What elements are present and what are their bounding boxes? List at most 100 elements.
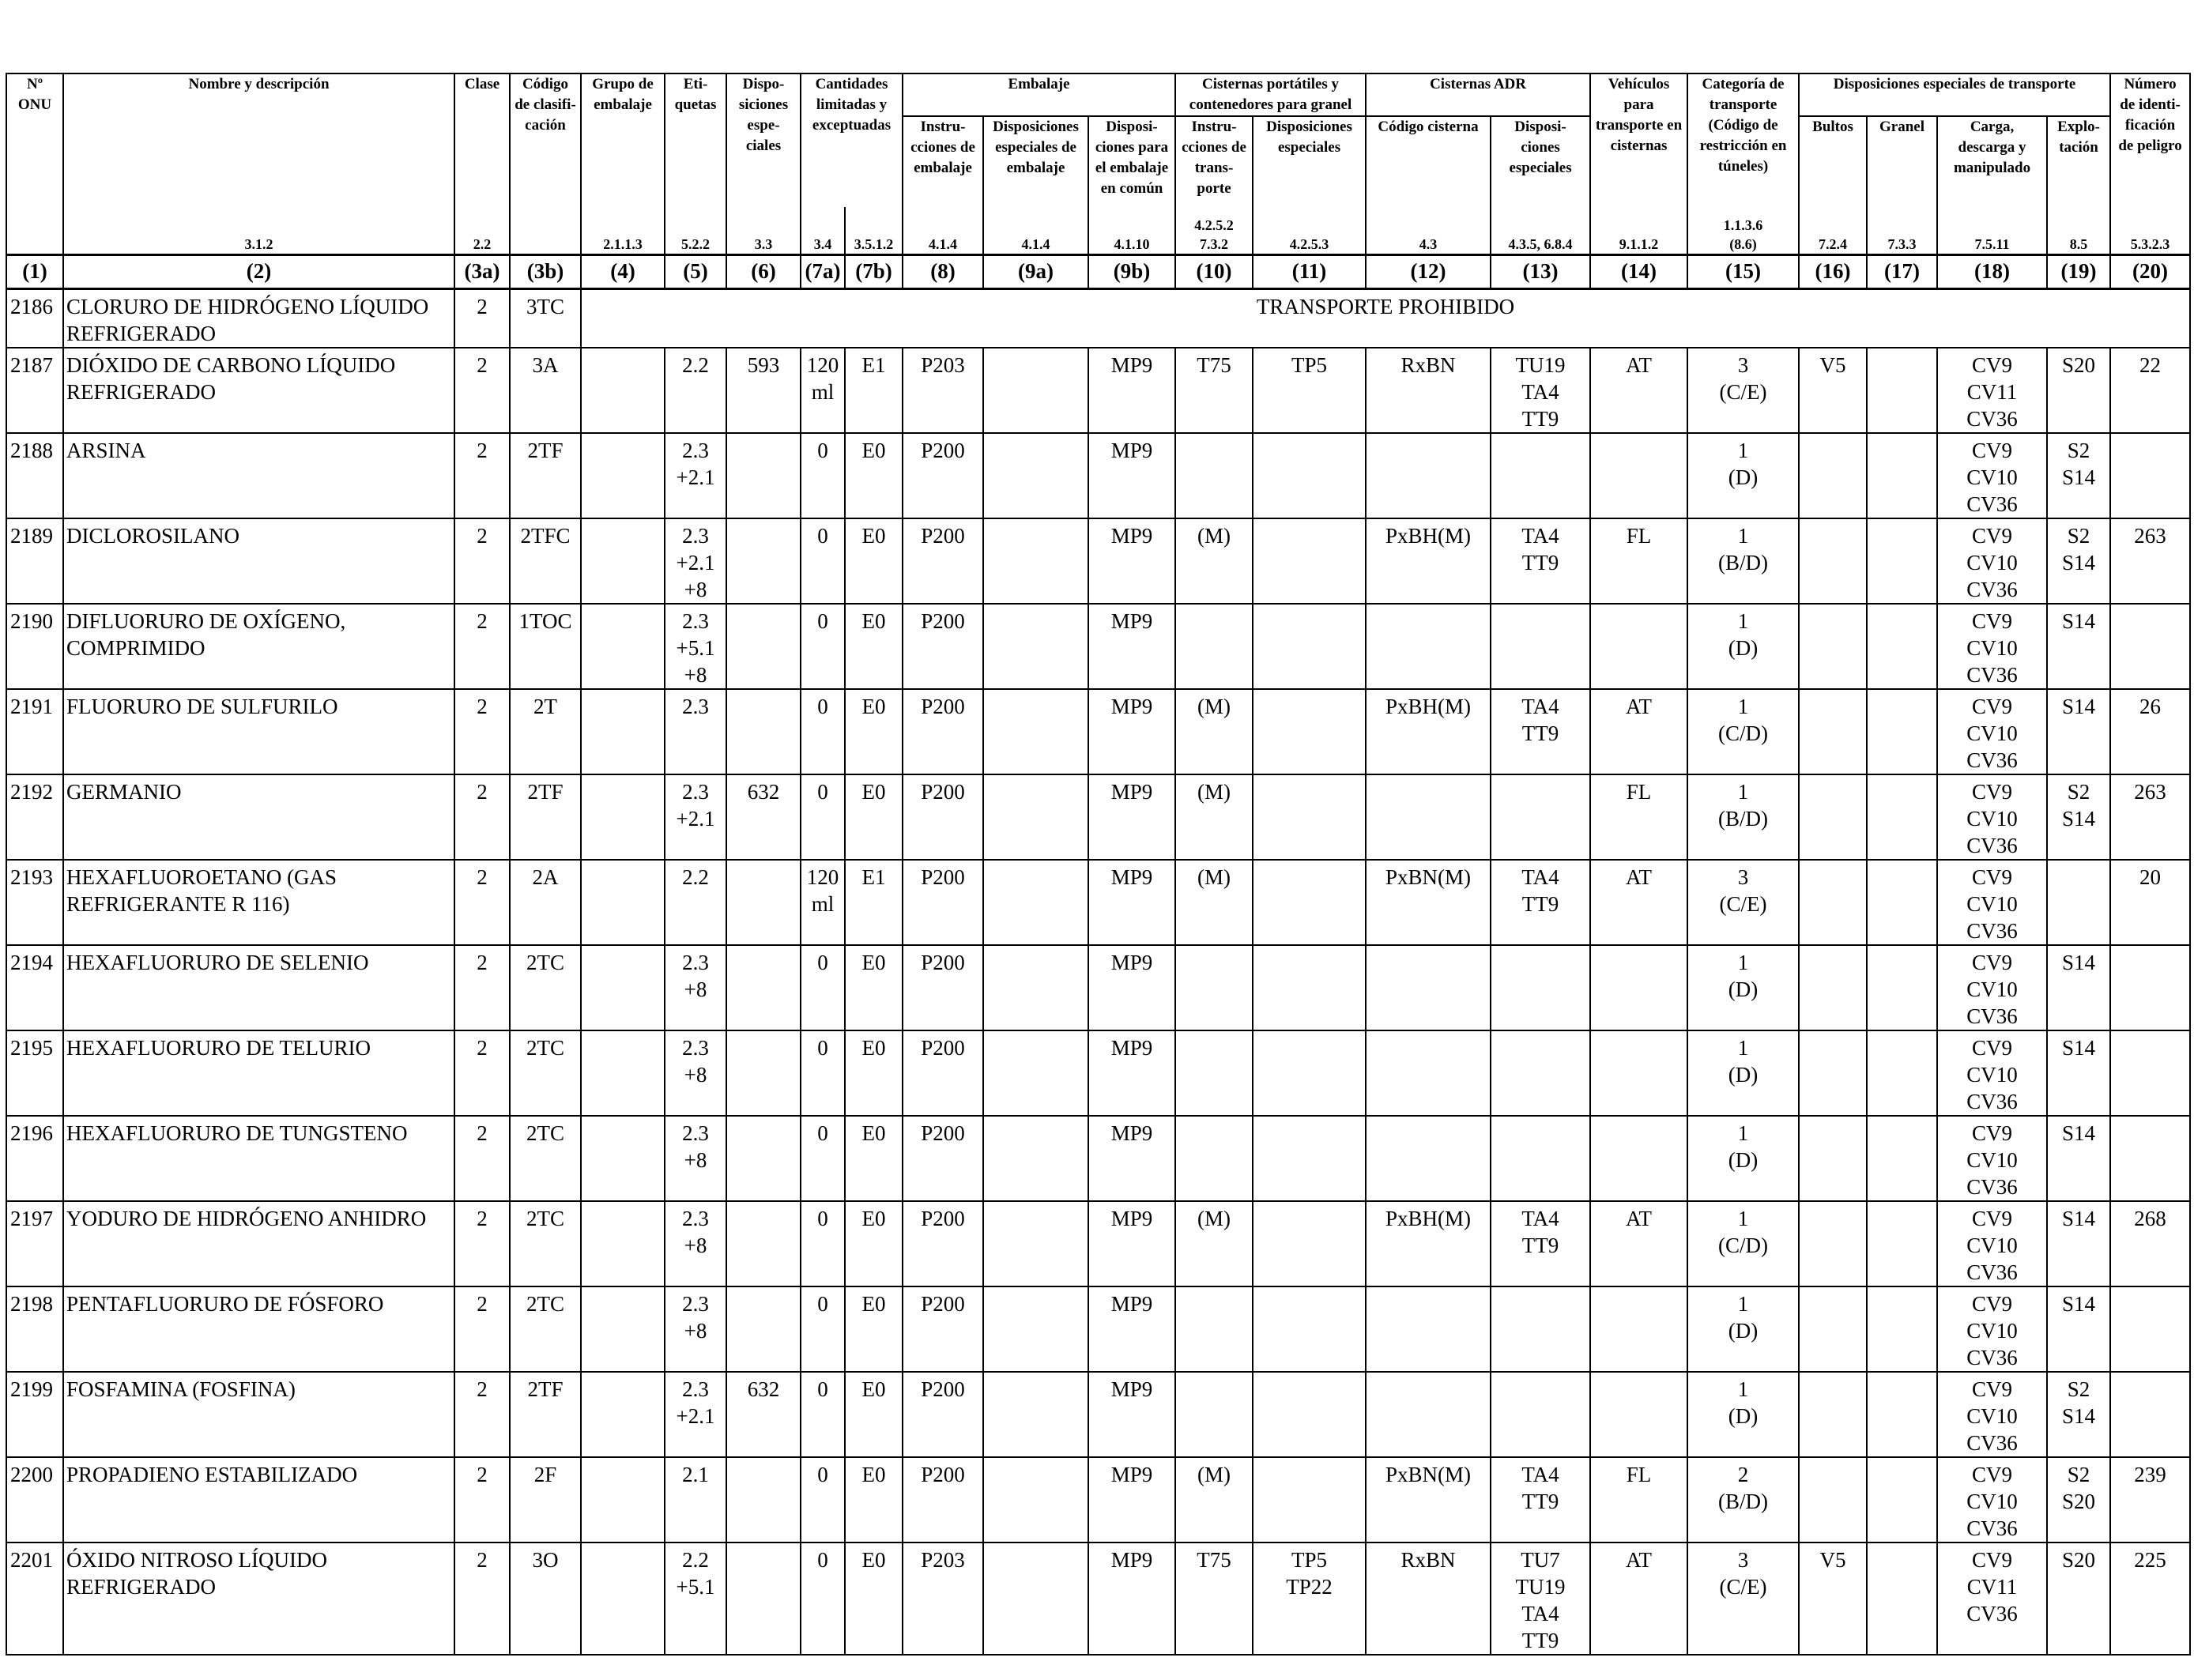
un-number: 2195 (6, 1029, 64, 1117)
cell-d19: S2 S14 (2046, 431, 2112, 519)
cell-d17 (1866, 858, 1939, 946)
cell-d17 (1866, 687, 1939, 775)
cell-veh14: AT (1589, 346, 1689, 434)
cell-num20 (2109, 944, 2192, 1031)
col-num-etiq: (5) (664, 253, 727, 290)
cell-emb9b: MP9 (1088, 944, 1177, 1031)
cell-d16 (1798, 517, 1868, 605)
cell-adr13: TA4 TT9 (1490, 858, 1592, 946)
cell-cl7b: E0 (843, 944, 904, 1031)
cell-emb8: P200 (902, 1200, 985, 1287)
cell-d16 (1798, 944, 1868, 1031)
cell-clase: 2 (454, 1456, 511, 1543)
col-ref-cp11: 4.2.5.3 (1252, 207, 1367, 255)
transport-prohibited-note: TRANSPORTE PROHIBIDO (579, 288, 2192, 348)
col-num-un: (1) (6, 253, 64, 290)
cell-veh14: FL (1589, 517, 1689, 605)
col-header-d19: Explo- tación (2046, 115, 2112, 207)
cell-emb8: P200 (902, 773, 985, 861)
col-ref-un (6, 207, 64, 255)
col-num-emb8: (8) (902, 253, 985, 290)
cell-cl7a: 0 (800, 944, 846, 1031)
header-row-refs: 3.1.2 2.2 2.1.1.3 5.2.2 3.3 3.4 3.5.1.2 4.1.4 4.… (6, 207, 2192, 255)
cell-adr13 (1490, 602, 1592, 690)
cell-num20 (2109, 1114, 2192, 1202)
cell-d19: S14 (2046, 944, 2112, 1031)
cell-emb8: P200 (902, 1456, 985, 1543)
un-number: 2199 (6, 1370, 64, 1458)
cell-num20: 22 (2109, 346, 2192, 434)
cell-codigo: 2F (509, 1456, 582, 1543)
cell-dispesp (726, 687, 801, 775)
cell-d16 (1798, 687, 1868, 775)
substance-name: DIÓXIDO DE CARBONO LÍQUIDO REFRIGERADO (62, 346, 455, 434)
cell-adr13: TU7 TU19 TA4 TT9 (1490, 1541, 1592, 1656)
cell-d18: CV9 CV10 CV36 (1936, 517, 2049, 605)
cell-cl7a: 0 (800, 1456, 846, 1543)
table-row: 2193 HEXAFLUOROETANO (GAS REFRIGERANTE R … (6, 858, 2192, 946)
col-ref-etiq: 5.2.2 (664, 207, 727, 255)
cell-d18: CV9 CV10 CV36 (1936, 944, 2049, 1031)
cell-dispesp (726, 1285, 801, 1373)
table-row: 2190 DIFLUORURO DE OXÍGENO, COMPRIMIDO 2 1T… (6, 602, 2192, 690)
cell-veh14 (1589, 944, 1689, 1031)
col-header-etiq: Eti- quetas (664, 73, 727, 207)
cell-d18: CV9 CV11 CV36 (1936, 346, 2049, 434)
cell-cp11 (1252, 431, 1367, 519)
cell-cl7a: 0 (800, 1200, 846, 1287)
cell-cat15: 1 (C/D) (1687, 687, 1800, 775)
cell-d19: S14 (2046, 1029, 2112, 1117)
cell-emb9b: MP9 (1088, 1541, 1177, 1656)
cell-cl7b: E0 (843, 517, 904, 605)
un-number: 2192 (6, 773, 64, 861)
col-ref-d18: 7.5.11 (1936, 207, 2049, 255)
cell-cl7b: E0 (843, 431, 904, 519)
cell-emb9a (982, 1200, 1090, 1287)
cell-d19: S14 (2046, 1285, 2112, 1373)
col-header-grupo: Grupo de embalaje (580, 73, 665, 207)
cell-cp11 (1252, 1029, 1367, 1117)
cell-clase: 2 (454, 944, 511, 1031)
cell-emb8: P203 (902, 346, 985, 434)
col-ref-cl7b: 3.5.1.2 (843, 207, 904, 255)
cell-emb9b: MP9 (1088, 602, 1177, 690)
cell-clase: 2 (454, 1114, 511, 1202)
substance-name: GERMANIO (62, 773, 455, 861)
cell-cl7b: E0 (843, 687, 904, 775)
cell-codigo: 2TF (509, 773, 582, 861)
col-ref-num20: 5.3.2.3 (2109, 207, 2192, 255)
cell-adr13 (1490, 1285, 1592, 1373)
cell-clase: 2 (454, 288, 511, 348)
col-num-name: (2) (62, 253, 455, 290)
substance-name: PENTAFLUORURO DE FÓSFORO (62, 1285, 455, 1373)
cell-cat15: 1 (D) (1687, 1370, 1800, 1458)
cell-veh14: AT (1589, 1541, 1689, 1656)
substance-name: ÓXIDO NITROSO LÍQUIDO REFRIGERADO (62, 1541, 455, 1656)
cell-d19: S20 (2046, 346, 2112, 434)
cell-emb8: P200 (902, 1370, 985, 1458)
cell-d17 (1866, 1541, 1939, 1656)
cell-cl7b: E1 (843, 346, 904, 434)
cell-emb9b: MP9 (1088, 1370, 1177, 1458)
cell-emb9a (982, 1456, 1090, 1543)
cell-cl7b: E0 (843, 1370, 904, 1458)
cell-emb9a (982, 1370, 1090, 1458)
cell-adr12 (1365, 431, 1492, 519)
col-header-d16: Bultos (1798, 115, 1868, 207)
cell-veh14 (1589, 1029, 1689, 1117)
cell-d17 (1866, 944, 1939, 1031)
cell-clase: 2 (454, 602, 511, 690)
cell-cp10 (1174, 431, 1254, 519)
cell-cat15: 1 (D) (1687, 1114, 1800, 1202)
cell-cl7a: 0 (800, 1370, 846, 1458)
cell-emb8: P200 (902, 431, 985, 519)
cell-d18: CV9 CV10 CV36 (1936, 858, 2049, 946)
col-ref-d17: 7.3.3 (1866, 207, 1939, 255)
group-header-cantidades: Cantidades limitadas y exceptuadas (799, 73, 904, 207)
cell-cl7a: 120 ml (800, 858, 846, 946)
cell-d16 (1798, 1456, 1868, 1543)
cell-num20: 20 (2109, 858, 2192, 946)
cell-cl7b: E0 (843, 1541, 904, 1656)
cell-cp11: TP5 TP22 (1252, 1541, 1367, 1656)
cell-grupo (580, 1456, 665, 1543)
